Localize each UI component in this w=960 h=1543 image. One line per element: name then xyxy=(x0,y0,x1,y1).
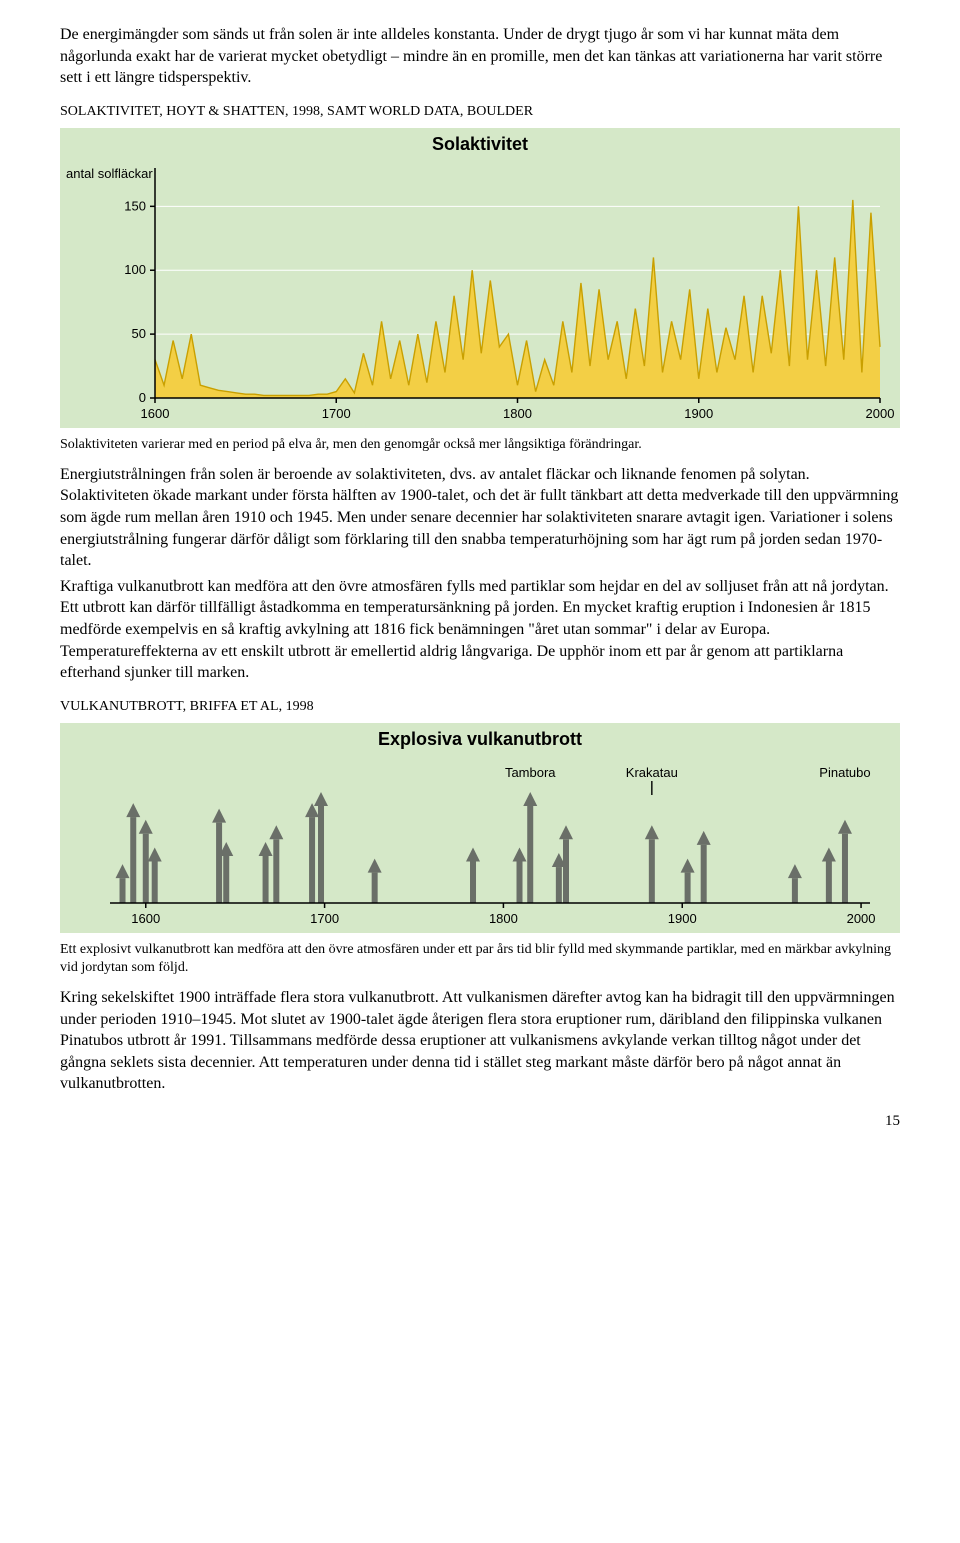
svg-text:2000: 2000 xyxy=(847,911,876,926)
svg-text:1800: 1800 xyxy=(503,406,532,421)
svg-text:1600: 1600 xyxy=(141,406,170,421)
svg-text:Explosiva vulkanutbrott: Explosiva vulkanutbrott xyxy=(378,729,582,749)
svg-text:Solaktivitet: Solaktivitet xyxy=(432,134,528,154)
svg-text:150: 150 xyxy=(124,198,146,213)
intro-paragraph: De energimängder som sänds ut från solen… xyxy=(60,24,900,89)
para-sekelskiftet: Kring sekelskiftet 1900 inträffade flera… xyxy=(60,987,900,1095)
svg-text:Pinatubo: Pinatubo xyxy=(819,765,870,780)
vulkanutbrott-chart: Explosiva vulkanutbrott Tambora Krakatau Pi… xyxy=(60,723,900,933)
para-vulkanutbrott-intro: Kraftiga vulkanutbrott kan medföra att d… xyxy=(60,576,900,684)
solaktivitet-chart: Solaktivitet antal solfläckar 0 50 100 150 160… xyxy=(60,128,900,428)
chart1-caption: Solaktiviteten varierar med en period på… xyxy=(60,436,900,454)
chart2-caption: Ett explosivt vulkanutbrott kan medföra … xyxy=(60,941,900,977)
section2-title: VULKANUTBROTT, BRIFFA ET AL, 1998 xyxy=(60,698,900,717)
svg-text:50: 50 xyxy=(132,326,146,341)
svg-text:Krakatau: Krakatau xyxy=(626,765,678,780)
svg-text:1900: 1900 xyxy=(668,911,697,926)
svg-text:100: 100 xyxy=(124,262,146,277)
section1-title: SOLAKTIVITET, HOYT & SHATTEN, 1998, SAMT… xyxy=(60,103,900,122)
svg-text:1800: 1800 xyxy=(489,911,518,926)
svg-text:2000: 2000 xyxy=(866,406,895,421)
page-number: 15 xyxy=(60,1111,900,1131)
svg-text:antal solfläckar: antal solfläckar xyxy=(66,166,153,181)
svg-text:1600: 1600 xyxy=(131,911,160,926)
svg-text:0: 0 xyxy=(139,390,146,405)
svg-text:1700: 1700 xyxy=(322,406,351,421)
svg-text:Tambora: Tambora xyxy=(505,765,556,780)
svg-text:1700: 1700 xyxy=(310,911,339,926)
para-energiutstrålning: Energiutstrålningen från solen är beroen… xyxy=(60,464,900,572)
svg-text:1900: 1900 xyxy=(684,406,713,421)
